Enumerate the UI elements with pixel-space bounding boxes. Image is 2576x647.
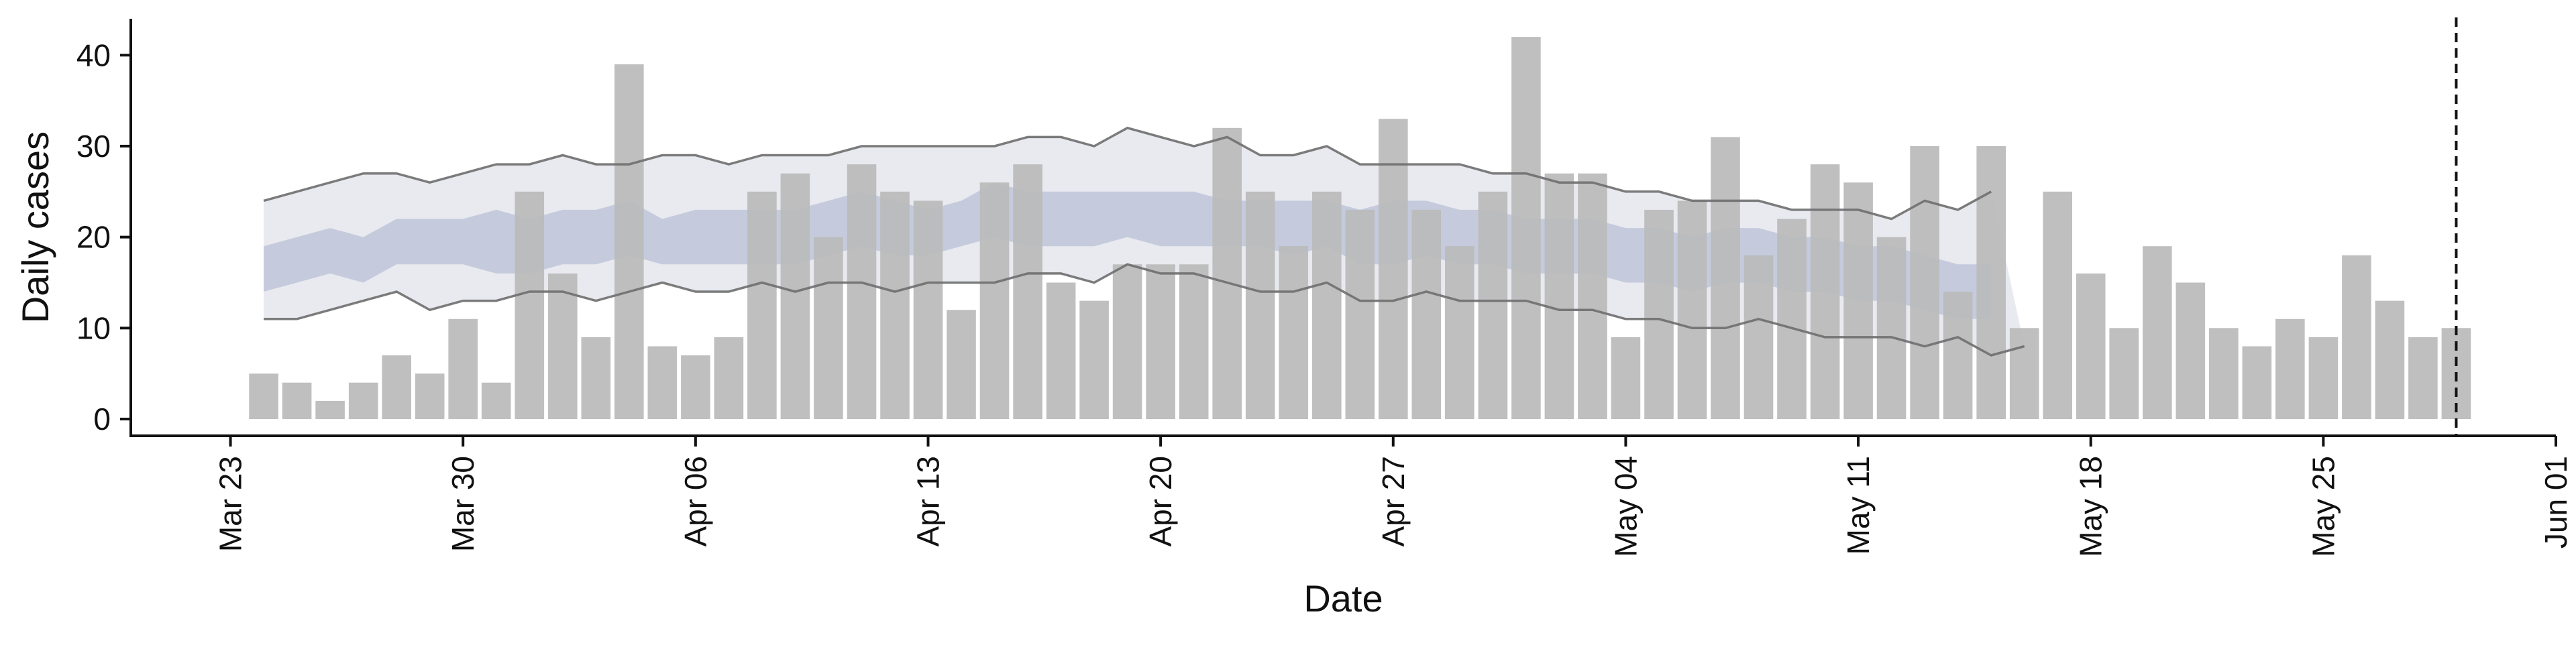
daily-case-bar <box>282 382 312 419</box>
daily-case-bar <box>1644 209 1674 419</box>
daily-case-bar <box>1345 209 1375 419</box>
daily-case-bar <box>1611 337 1641 419</box>
daily-case-bar <box>2308 337 2339 419</box>
daily-case-bar <box>581 337 611 419</box>
daily-case-bar <box>1212 127 1242 420</box>
daily-case-bar <box>2109 328 2139 419</box>
daily-case-bar <box>1910 146 1939 419</box>
daily-case-bar <box>1544 173 1574 419</box>
y-axis-title: Daily cases <box>14 131 56 323</box>
daily-case-bar <box>747 191 777 419</box>
daily-case-bar <box>481 382 511 419</box>
daily-case-bar <box>2375 300 2405 419</box>
x-tick-label: Jun 01 <box>2538 456 2573 548</box>
x-axis-ticks: Mar 23 Mar 30 Apr 06 Apr 13 Apr 20 Apr 27 May … <box>213 436 2573 557</box>
daily-case-bar <box>780 173 810 419</box>
projection-bound-lines <box>263 126 2025 357</box>
daily-case-bar <box>880 191 910 419</box>
daily-case-bar <box>714 337 744 419</box>
daily-case-bar <box>548 273 578 419</box>
daily-case-bar <box>1511 37 1541 420</box>
daily-case-bar <box>515 191 545 419</box>
daily-case-bar <box>814 237 843 419</box>
daily-case-bar <box>1379 119 1408 420</box>
daily-case-bar <box>1743 255 1774 419</box>
x-tick-label: May 04 <box>1608 456 1643 557</box>
x-tick-label: Apr 06 <box>678 456 713 547</box>
daily-case-bar <box>2076 273 2106 419</box>
daily-case-bar <box>2009 328 2039 419</box>
daily-case-bar <box>913 200 943 419</box>
daily-case-bar <box>1245 191 1275 419</box>
daily-case-bar <box>315 400 345 419</box>
daily-case-bar <box>979 182 1010 419</box>
daily-case-bar <box>2242 346 2272 419</box>
daily-case-bar <box>249 373 278 419</box>
daily-case-bar <box>415 373 445 419</box>
daily-case-bar <box>2176 282 2206 419</box>
daily-case-bar <box>382 355 411 419</box>
daily-case-bar <box>647 346 678 419</box>
lower-bound-line <box>264 263 2025 357</box>
x-tick-label: May 25 <box>2306 456 2341 557</box>
daily-case-bar <box>1013 164 1042 419</box>
x-tick-label: May 18 <box>2074 456 2108 557</box>
x-axis-title: Date <box>1303 577 1383 620</box>
daily-case-bar <box>2209 328 2239 419</box>
y-tick-label: 30 <box>76 129 111 164</box>
daily-case-bar <box>1711 137 1740 419</box>
daily-case-bar <box>2342 255 2371 419</box>
daily-case-bar <box>1976 146 2006 419</box>
daily-case-bar <box>1478 191 1508 419</box>
y-tick-label: 0 <box>93 402 111 436</box>
x-tick-label: Mar 23 <box>213 456 248 552</box>
daily-case-bar <box>947 310 976 419</box>
daily-case-bar <box>1777 219 1807 419</box>
y-tick-label: 20 <box>76 220 111 255</box>
x-tick-label: May 11 <box>1841 456 1876 554</box>
y-axis-ticks: 0 10 20 30 40 <box>76 38 131 436</box>
daily-case-bar <box>1146 264 1175 419</box>
daily-case-bar <box>2275 318 2305 420</box>
x-tick-label: Mar 30 <box>445 456 480 552</box>
daily-case-bar <box>1179 264 1209 419</box>
daily-case-bar <box>1876 237 1907 419</box>
daily-case-bar <box>2408 337 2438 419</box>
daily-case-bar <box>681 355 710 419</box>
daily-case-bar <box>2143 246 2172 419</box>
upper-bound-line <box>263 126 1992 221</box>
daily-case-bar <box>614 64 644 420</box>
y-tick-label: 40 <box>76 38 111 72</box>
daily-case-bar <box>1843 182 1873 419</box>
daily-case-bar <box>1810 164 1840 419</box>
daily-case-bar <box>1312 191 1342 419</box>
daily-case-bar <box>348 382 378 419</box>
daily-case-bar <box>1112 264 1142 419</box>
daily-case-bar <box>448 318 478 420</box>
daily-case-bars <box>249 37 2471 420</box>
daily-case-bar <box>1677 200 1707 419</box>
daily-case-bar <box>2043 191 2072 419</box>
daily-case-bar <box>1046 282 1076 419</box>
x-tick-label: Apr 13 <box>910 456 945 547</box>
x-tick-label: Apr 20 <box>1143 456 1178 547</box>
x-tick-label: Apr 27 <box>1376 456 1411 547</box>
daily-case-bar <box>1445 246 1474 419</box>
daily-case-bar <box>1279 246 1308 419</box>
daily-case-bar <box>1943 292 1973 419</box>
inner-projection-band <box>264 182 1992 319</box>
daily-case-bar <box>1411 209 1442 419</box>
daily-case-bar <box>1079 300 1109 419</box>
daily-case-bar <box>1578 173 1607 419</box>
daily-case-bar <box>847 164 877 419</box>
y-tick-label: 10 <box>76 310 111 345</box>
